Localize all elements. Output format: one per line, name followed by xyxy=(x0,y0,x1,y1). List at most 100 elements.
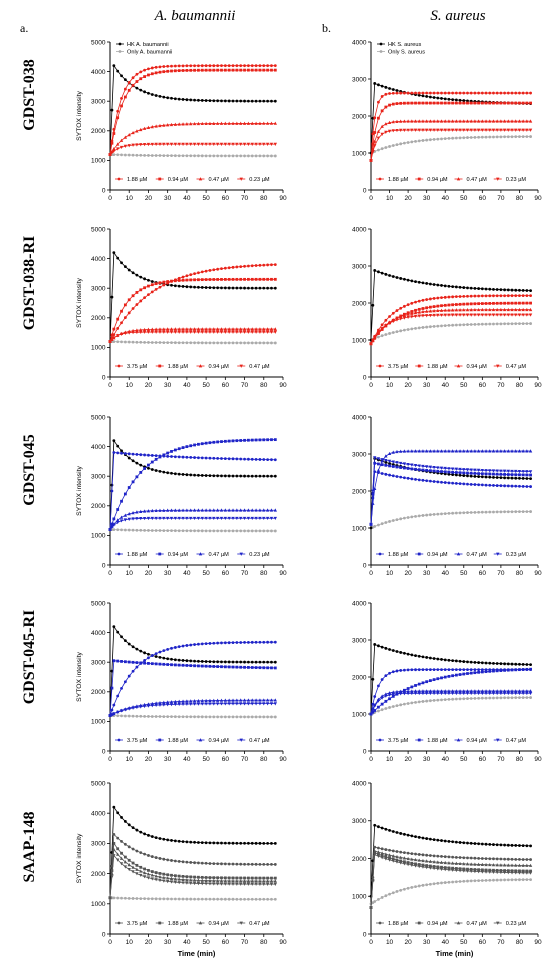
data-point xyxy=(432,96,436,99)
series-line xyxy=(370,879,531,905)
data-point xyxy=(166,657,170,661)
data-point xyxy=(399,119,403,123)
x-tick-label: 60 xyxy=(479,939,487,946)
data-point xyxy=(193,154,196,158)
data-point xyxy=(454,119,459,123)
data-point xyxy=(266,841,270,845)
data-point xyxy=(436,469,440,473)
data-point xyxy=(227,841,231,845)
data-point xyxy=(158,508,162,512)
data-point xyxy=(223,121,228,125)
data-point xyxy=(451,470,455,474)
data-point xyxy=(499,288,503,292)
data-point xyxy=(162,280,166,284)
series-line xyxy=(109,331,276,342)
data-point xyxy=(154,154,158,157)
data-point xyxy=(239,876,243,880)
data-point xyxy=(395,669,399,673)
data-point xyxy=(440,855,443,858)
data-point xyxy=(269,516,274,521)
series-1-88-um xyxy=(108,451,277,531)
data-point xyxy=(488,322,492,326)
data-point xyxy=(258,99,262,103)
data-point xyxy=(417,700,421,704)
data-point xyxy=(469,294,473,298)
data-point xyxy=(521,470,525,474)
data-point xyxy=(428,864,432,868)
data-point xyxy=(127,88,131,92)
data-point xyxy=(499,843,503,847)
data-point xyxy=(158,281,162,285)
legend-entry: 0.94 µM xyxy=(427,921,448,927)
data-point xyxy=(432,691,436,696)
data-point xyxy=(380,323,384,327)
data-point xyxy=(495,307,499,312)
data-point xyxy=(177,663,181,667)
data-point xyxy=(443,295,447,299)
data-point xyxy=(525,101,529,105)
data-point xyxy=(424,866,429,870)
data-point xyxy=(131,480,135,484)
data-point xyxy=(269,330,274,334)
data-point xyxy=(258,876,262,880)
data-point xyxy=(391,129,395,133)
data-point xyxy=(262,341,266,345)
data-point xyxy=(403,516,406,520)
data-point xyxy=(518,294,521,298)
data-point xyxy=(443,512,447,516)
data-point xyxy=(146,516,151,521)
data-point xyxy=(491,870,496,874)
data-point xyxy=(273,99,277,103)
data-point xyxy=(454,868,459,873)
data-point xyxy=(421,94,425,98)
data-point xyxy=(518,844,521,847)
data-point xyxy=(495,696,499,700)
x-tick-label: 40 xyxy=(442,939,450,946)
data-point xyxy=(139,77,143,81)
data-point xyxy=(484,661,488,665)
legend-swatch-marker xyxy=(378,364,382,368)
data-point xyxy=(220,64,223,68)
x-tick-label: 10 xyxy=(386,382,394,389)
data-point xyxy=(380,851,384,855)
data-point xyxy=(243,154,246,158)
data-point xyxy=(406,692,410,696)
data-point xyxy=(239,277,243,281)
data-point xyxy=(528,313,533,317)
data-point xyxy=(135,461,139,465)
data-point xyxy=(391,690,395,694)
data-point xyxy=(239,265,243,269)
data-point xyxy=(185,664,189,667)
data-point xyxy=(454,295,458,299)
data-point xyxy=(239,715,243,719)
data-point xyxy=(185,875,189,879)
data-point xyxy=(177,64,181,68)
y-tick-label: 0 xyxy=(363,187,367,194)
data-point xyxy=(227,516,231,521)
data-point xyxy=(499,662,503,666)
data-point xyxy=(123,865,128,869)
data-point xyxy=(150,870,154,873)
data-point xyxy=(447,470,451,474)
data-point xyxy=(154,856,158,859)
data-point xyxy=(177,142,181,146)
data-point xyxy=(158,516,162,521)
data-point xyxy=(421,464,425,469)
data-point xyxy=(231,457,235,461)
x-tick-label: 80 xyxy=(516,382,524,389)
data-point xyxy=(110,489,114,493)
data-point xyxy=(491,128,496,132)
data-point xyxy=(425,325,429,329)
data-point xyxy=(181,840,185,843)
x-tick-label: 60 xyxy=(222,570,230,577)
x-tick-label: 40 xyxy=(183,195,191,202)
x-tick-label: 80 xyxy=(260,756,268,763)
data-point xyxy=(223,508,228,512)
data-point xyxy=(127,486,131,489)
data-point xyxy=(147,91,150,95)
data-point xyxy=(506,689,510,693)
legend-entry: 0.47 µM xyxy=(506,738,527,744)
data-point xyxy=(391,120,395,124)
data-point xyxy=(220,660,223,664)
data-point xyxy=(227,154,231,158)
